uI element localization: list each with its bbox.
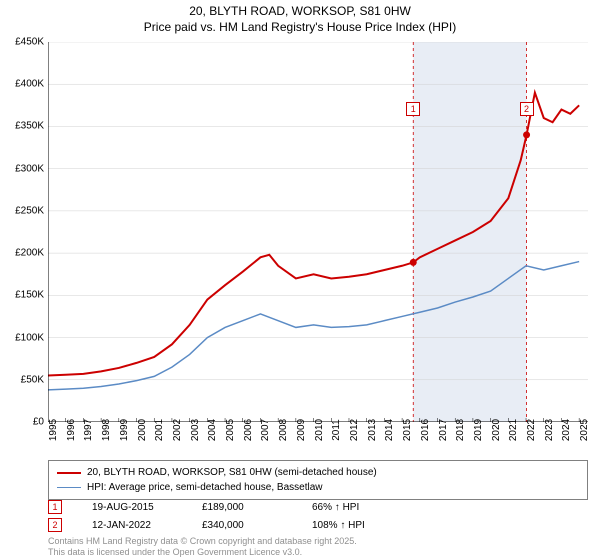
x-axis-label: 2011	[331, 419, 342, 441]
x-axis-label: 2025	[579, 419, 590, 441]
y-axis-label: £350K	[0, 121, 44, 132]
x-axis-label: 2000	[137, 419, 148, 441]
x-axis-label: 2020	[491, 419, 502, 441]
chart-marker-box: 1	[406, 102, 420, 116]
x-axis-label: 2009	[296, 419, 307, 441]
y-axis-label: £200K	[0, 248, 44, 259]
x-axis-label: 1997	[83, 419, 94, 441]
annotation-date: 19-AUG-2015	[92, 502, 172, 513]
annotation-table: 1 19-AUG-2015 £189,000 66% ↑ HPI 2 12-JA…	[48, 500, 392, 536]
annotation-price: £340,000	[202, 520, 282, 531]
x-axis-label: 2019	[473, 419, 484, 441]
x-axis-label: 2012	[349, 419, 360, 441]
x-axis-label: 1999	[119, 419, 130, 441]
legend-item: HPI: Average price, semi-detached house,…	[57, 480, 579, 495]
x-axis-label: 2004	[207, 419, 218, 441]
x-axis-label: 2010	[314, 419, 325, 441]
y-axis-label: £300K	[0, 163, 44, 174]
x-axis-label: 2002	[172, 419, 183, 441]
chart-title: 20, BLYTH ROAD, WORKSOP, S81 0HW Price p…	[0, 0, 600, 35]
legend: 20, BLYTH ROAD, WORKSOP, S81 0HW (semi-d…	[48, 460, 588, 500]
y-axis-label: £150K	[0, 290, 44, 301]
x-axis-label: 2014	[384, 419, 395, 441]
attribution: Contains HM Land Registry data © Crown c…	[48, 536, 357, 558]
x-axis-label: 2017	[438, 419, 449, 441]
annotation-price: £189,000	[202, 502, 282, 513]
y-axis-label: £400K	[0, 79, 44, 90]
x-axis-label: 1996	[66, 419, 77, 441]
chart-marker-box: 2	[520, 102, 534, 116]
x-axis-label: 2021	[508, 419, 519, 441]
legend-swatch	[57, 472, 81, 474]
x-axis-label: 2018	[455, 419, 466, 441]
legend-item: 20, BLYTH ROAD, WORKSOP, S81 0HW (semi-d…	[57, 465, 579, 480]
y-axis-label: £450K	[0, 37, 44, 48]
annotation-row: 2 12-JAN-2022 £340,000 108% ↑ HPI	[48, 518, 392, 532]
x-axis-label: 2013	[367, 419, 378, 441]
y-axis-label: £50K	[0, 374, 44, 385]
title-line2: Price paid vs. HM Land Registry's House …	[0, 20, 600, 36]
x-axis-label: 2016	[420, 419, 431, 441]
marker-box: 2	[48, 518, 62, 532]
x-axis-label: 2022	[526, 419, 537, 441]
annotation-date: 12-JAN-2022	[92, 520, 172, 531]
y-axis-label: £250K	[0, 205, 44, 216]
y-axis-label: £100K	[0, 332, 44, 343]
x-axis-label: 2001	[154, 419, 165, 441]
y-axis-label: £0	[0, 417, 44, 428]
x-axis-label: 1998	[101, 419, 112, 441]
x-axis-label: 1995	[48, 419, 59, 441]
legend-label: 20, BLYTH ROAD, WORKSOP, S81 0HW (semi-d…	[87, 465, 377, 480]
title-line1: 20, BLYTH ROAD, WORKSOP, S81 0HW	[0, 4, 600, 20]
chart-area: £0£50K£100K£150K£200K£250K£300K£350K£400…	[48, 42, 588, 422]
x-axis-label: 2024	[561, 419, 572, 441]
x-axis-label: 2008	[278, 419, 289, 441]
x-axis-label: 2003	[190, 419, 201, 441]
legend-label: HPI: Average price, semi-detached house,…	[87, 480, 323, 495]
marker-box: 1	[48, 500, 62, 514]
x-axis-label: 2015	[402, 419, 413, 441]
attrib-line2: This data is licensed under the Open Gov…	[48, 547, 357, 558]
chart-svg	[48, 42, 588, 422]
annotation-row: 1 19-AUG-2015 £189,000 66% ↑ HPI	[48, 500, 392, 514]
x-axis-label: 2007	[260, 419, 271, 441]
annotation-pct: 108% ↑ HPI	[312, 520, 392, 531]
x-axis-label: 2005	[225, 419, 236, 441]
attrib-line1: Contains HM Land Registry data © Crown c…	[48, 536, 357, 547]
annotation-pct: 66% ↑ HPI	[312, 502, 392, 513]
x-axis-label: 2006	[243, 419, 254, 441]
x-axis-label: 2023	[544, 419, 555, 441]
legend-swatch	[57, 487, 81, 489]
